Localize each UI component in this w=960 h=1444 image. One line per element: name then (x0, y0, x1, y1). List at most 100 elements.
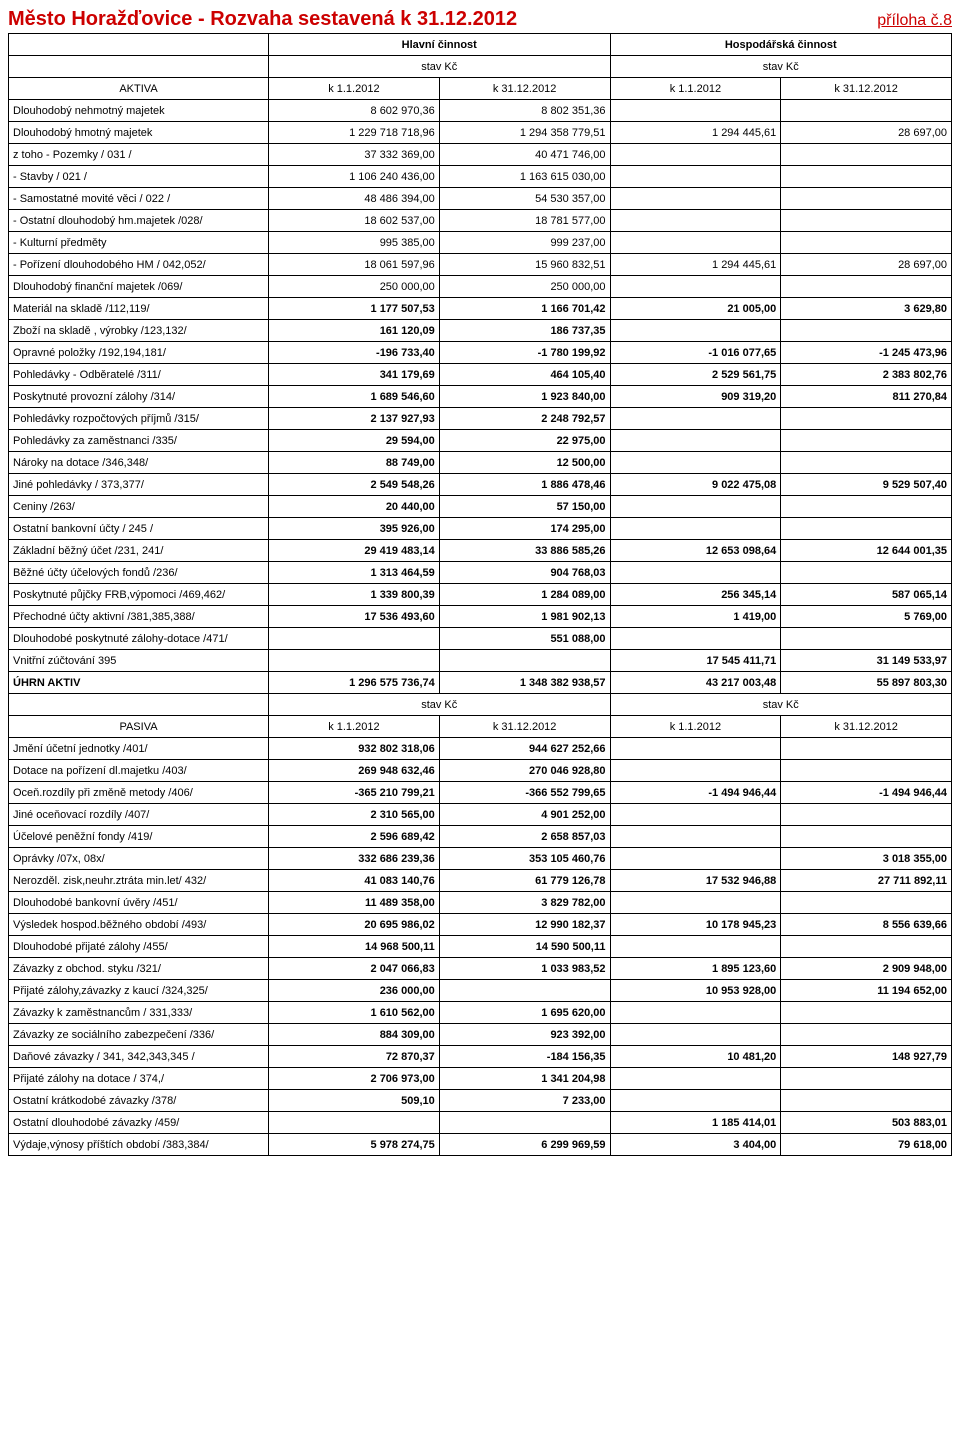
aktiva-v1: 395 926,00 (269, 518, 440, 540)
aktiva-row-label: Opravné položky /192,194,181/ (9, 342, 269, 364)
aktiva-v1: -196 733,40 (269, 342, 440, 364)
pasiva-row-label: Ostatní krátkodobé závazky /378/ (9, 1090, 269, 1112)
aktiva-row-label: Jiné pohledávky / 373,377/ (9, 474, 269, 496)
aktiva-row-label: Pohledávky rozpočtových příjmů /315/ (9, 408, 269, 430)
aktiva-v2: 8 802 351,36 (439, 100, 610, 122)
aktiva-v1: 161 120,09 (269, 320, 440, 342)
date-4: k 31.12.2012 (781, 78, 952, 100)
aktiva-v1: 18 061 597,96 (269, 254, 440, 276)
pasiva-v1: 884 309,00 (269, 1024, 440, 1046)
aktiva-v3 (610, 430, 781, 452)
aktiva-v4: 2 383 802,76 (781, 364, 952, 386)
aktiva-v2: 2 248 792,57 (439, 408, 610, 430)
pasiva-row-label: Oceň.rozdíly při změně metody /406/ (9, 782, 269, 804)
pasiva-row-label: Dlouhodobé bankovní úvěry /451/ (9, 892, 269, 914)
aktiva-v1: 1 177 507,53 (269, 298, 440, 320)
aktiva-v4: 5 769,00 (781, 606, 952, 628)
aktiva-row-label: Poskytnuté půjčky FRB,výpomoci /469,462/ (9, 584, 269, 606)
aktiva-v1: 88 749,00 (269, 452, 440, 474)
pasiva-v2: 1 341 204,98 (439, 1068, 610, 1090)
pasiva-label: PASIVA (9, 716, 269, 738)
pasiva-row-label: Jiné oceňovací rozdíly /407/ (9, 804, 269, 826)
aktiva-v4 (781, 562, 952, 584)
aktiva-row-label: Základní běžný účet /231, 241/ (9, 540, 269, 562)
pasiva-row-label: Oprávky /07x, 08x/ (9, 848, 269, 870)
aktiva-v3: 9 022 475,08 (610, 474, 781, 496)
aktiva-v1: 20 440,00 (269, 496, 440, 518)
pasiva-v4: 2 909 948,00 (781, 958, 952, 980)
uhrn-v2: 1 348 382 938,57 (439, 672, 610, 694)
pasiva-v1: 332 686 239,36 (269, 848, 440, 870)
aktiva-v2: 54 530 357,00 (439, 188, 610, 210)
aktiva-v2: 186 737,35 (439, 320, 610, 342)
pasiva-row-label: Účelové peněžní fondy /419/ (9, 826, 269, 848)
pasiva-v4 (781, 1002, 952, 1024)
aktiva-v1: 37 332 369,00 (269, 144, 440, 166)
aktiva-v3 (610, 232, 781, 254)
aktiva-row-label: Poskytnuté provozní zálohy /314/ (9, 386, 269, 408)
aktiva-v1: 1 313 464,59 (269, 562, 440, 584)
pasiva-v3: 10 481,20 (610, 1046, 781, 1068)
pasiva-v1: 72 870,37 (269, 1046, 440, 1068)
pasiva-v3 (610, 826, 781, 848)
header-hlavni: Hlavní činnost (269, 34, 611, 56)
pasiva-v2: 4 901 252,00 (439, 804, 610, 826)
date-2: k 31.12.2012 (439, 78, 610, 100)
pasiva-v2: 944 627 252,66 (439, 738, 610, 760)
pasiva-row-label: Přijaté zálohy,závazky z kaucí /324,325/ (9, 980, 269, 1002)
pasiva-v1: 1 610 562,00 (269, 1002, 440, 1024)
aktiva-v4 (781, 496, 952, 518)
aktiva-v4 (781, 100, 952, 122)
pasiva-v2: 923 392,00 (439, 1024, 610, 1046)
uhrn-v4: 55 897 803,30 (781, 672, 952, 694)
aktiva-v1 (269, 650, 440, 672)
aktiva-v3 (610, 320, 781, 342)
aktiva-v4: 28 697,00 (781, 254, 952, 276)
aktiva-v2: 33 886 585,26 (439, 540, 610, 562)
aktiva-v4: -1 245 473,96 (781, 342, 952, 364)
aktiva-v1: 8 602 970,36 (269, 100, 440, 122)
pasiva-v3: -1 494 946,44 (610, 782, 781, 804)
pasiva-row-label: Dlouhodobé přijaté zálohy /455/ (9, 936, 269, 958)
pasiva-v3 (610, 936, 781, 958)
pasiva-v4: 148 927,79 (781, 1046, 952, 1068)
pasiva-v4 (781, 1090, 952, 1112)
aktiva-v4: 3 629,80 (781, 298, 952, 320)
aktiva-row-label: Materiál na skladě /112,119/ (9, 298, 269, 320)
uhrn-v1: 1 296 575 736,74 (269, 672, 440, 694)
pasiva-v1: 5 978 274,75 (269, 1134, 440, 1156)
aktiva-v3: 2 529 561,75 (610, 364, 781, 386)
aktiva-v2 (439, 650, 610, 672)
aktiva-v3: 21 005,00 (610, 298, 781, 320)
pasiva-v3 (610, 1024, 781, 1046)
pasiva-v1 (269, 1112, 440, 1134)
pasiva-v2 (439, 980, 610, 1002)
aktiva-row-label: Dlouhodobý finanční majetek /069/ (9, 276, 269, 298)
pasiva-row-label: Nerozděl. zisk,neuhr.ztráta min.let/ 432… (9, 870, 269, 892)
aktiva-row-label: Dlouhodobý hmotný majetek (9, 122, 269, 144)
aktiva-v1: 1 689 546,60 (269, 386, 440, 408)
pasiva-date-1: k 1.1.2012 (269, 716, 440, 738)
aktiva-v3: 17 545 411,71 (610, 650, 781, 672)
uhrn-v3: 43 217 003,48 (610, 672, 781, 694)
aktiva-v2: 12 500,00 (439, 452, 610, 474)
header-stav-1: stav Kč (269, 56, 611, 78)
aktiva-v3 (610, 628, 781, 650)
pasiva-row-label: Dotace na pořízení dl.majetku /403/ (9, 760, 269, 782)
pasiva-v4 (781, 1024, 952, 1046)
aktiva-v1: 341 179,69 (269, 364, 440, 386)
aktiva-v4 (781, 408, 952, 430)
aktiva-v2: 1 166 701,42 (439, 298, 610, 320)
pasiva-v4 (781, 760, 952, 782)
aktiva-row-label: Běžné účty účelových fondů /236/ (9, 562, 269, 584)
aktiva-v4: 28 697,00 (781, 122, 952, 144)
pasiva-v1: 11 489 358,00 (269, 892, 440, 914)
aktiva-row-label: Dlouhodobé poskytnuté zálohy-dotace /471… (9, 628, 269, 650)
aktiva-label: AKTIVA (9, 78, 269, 100)
pasiva-v4 (781, 804, 952, 826)
aktiva-v3: 12 653 098,64 (610, 540, 781, 562)
pasiva-v3: 1 895 123,60 (610, 958, 781, 980)
pasiva-date-3: k 1.1.2012 (610, 716, 781, 738)
pasiva-v2: 7 233,00 (439, 1090, 610, 1112)
aktiva-v4 (781, 276, 952, 298)
